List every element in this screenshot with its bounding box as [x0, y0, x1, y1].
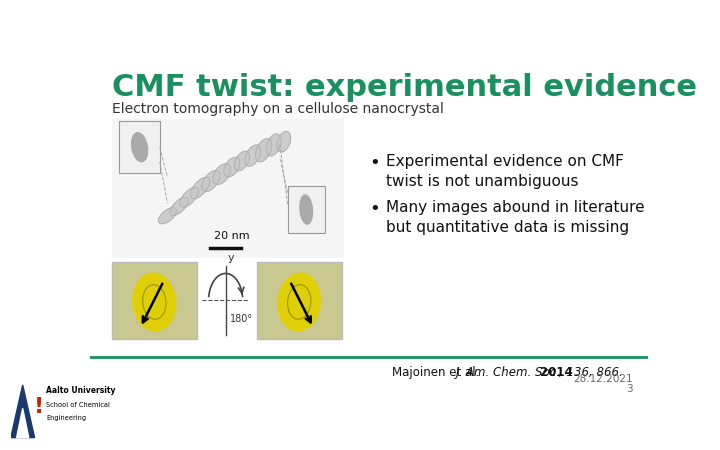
- Ellipse shape: [278, 273, 320, 331]
- Ellipse shape: [132, 133, 148, 162]
- FancyBboxPatch shape: [287, 186, 325, 233]
- Text: , 136, 866.: , 136, 866.: [559, 366, 623, 379]
- Text: Aalto University: Aalto University: [46, 386, 116, 395]
- Polygon shape: [11, 385, 35, 437]
- Polygon shape: [17, 408, 29, 437]
- Text: CMF twist: experimental evidence: CMF twist: experimental evidence: [112, 73, 697, 102]
- FancyBboxPatch shape: [112, 119, 344, 258]
- Text: •: •: [369, 154, 379, 172]
- Ellipse shape: [266, 134, 282, 156]
- FancyBboxPatch shape: [112, 262, 197, 339]
- Text: !: !: [33, 396, 44, 417]
- Text: Experimental evidence on CMF
twist is not unambiguous: Experimental evidence on CMF twist is no…: [386, 154, 624, 189]
- Ellipse shape: [133, 273, 176, 331]
- Text: Engineering: Engineering: [46, 415, 86, 421]
- Ellipse shape: [256, 139, 272, 162]
- Ellipse shape: [300, 195, 312, 224]
- Text: •: •: [369, 200, 379, 218]
- Text: y: y: [228, 253, 235, 263]
- Text: 2014: 2014: [536, 366, 572, 379]
- Ellipse shape: [277, 131, 291, 152]
- Ellipse shape: [234, 151, 250, 171]
- Ellipse shape: [170, 198, 188, 216]
- Ellipse shape: [245, 145, 261, 166]
- Text: Electron tomography on a cellulose nanocrystal: Electron tomography on a cellulose nanoc…: [112, 102, 444, 116]
- Text: Majoinen et al.: Majoinen et al.: [392, 366, 483, 379]
- FancyBboxPatch shape: [120, 121, 160, 173]
- Text: 180°: 180°: [230, 314, 253, 324]
- FancyBboxPatch shape: [256, 262, 342, 339]
- Text: J. Am. Chem. Soc.: J. Am. Chem. Soc.: [456, 366, 561, 379]
- Ellipse shape: [224, 158, 240, 177]
- Text: School of Chemical: School of Chemical: [46, 402, 110, 409]
- Ellipse shape: [202, 171, 220, 192]
- Ellipse shape: [180, 187, 199, 207]
- Ellipse shape: [158, 207, 176, 224]
- Ellipse shape: [213, 164, 230, 184]
- Text: 28.12.2021: 28.12.2021: [573, 374, 632, 383]
- Text: Many images abound in literature
but quantitative data is missing: Many images abound in literature but qua…: [386, 200, 644, 235]
- Text: 3: 3: [626, 383, 632, 394]
- Ellipse shape: [190, 177, 210, 199]
- Text: 20 nm: 20 nm: [214, 231, 250, 241]
